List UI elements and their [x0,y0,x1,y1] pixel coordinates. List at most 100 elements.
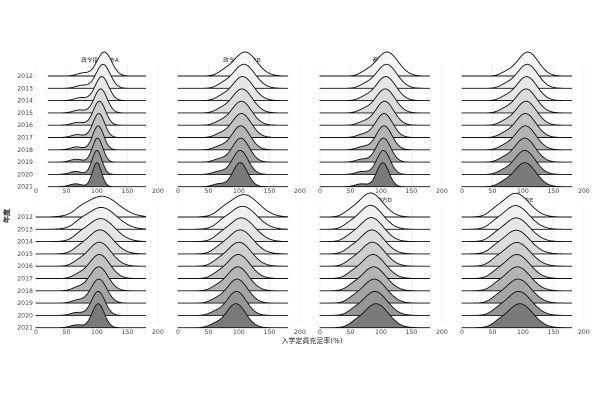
year-tick-label: 2014 [17,239,33,246]
x-tick-label: 150 [548,188,560,195]
ridge-2014 [47,76,147,102]
year-tick-label: 2013 [17,226,33,233]
ridge-2019 [177,137,289,163]
x-tick-label: 100 [517,188,529,195]
ridge-2016 [319,241,431,267]
facet-panel: 地方A050100150200 [460,51,590,195]
ridge-2021 [461,162,573,188]
ridge-2014 [177,217,289,243]
year-tick-label: 2020 [17,171,33,178]
facet-panel: 都市郊外050100150200 [318,51,448,195]
ridge-2019 [177,278,289,304]
ridge-2021 [35,303,147,329]
ridge-2020 [177,290,289,316]
x-tick-label: 200 [152,329,164,336]
year-tick-label: 2018 [17,147,33,154]
year-tick-label: 2019 [17,159,33,166]
x-tick-label: 100 [91,188,103,195]
ridge-2021 [319,162,431,188]
ridge-2013 [461,63,573,89]
ridge-2015 [177,229,289,255]
ridge-2017 [461,113,573,138]
ridge-2018 [177,125,289,151]
ridge-2012 [319,192,431,218]
year-tick-label: 2016 [17,122,33,129]
facet-panel: 地方E050100150200 [460,192,590,336]
x-axis-title: 入学定員充足率(%) [281,336,342,345]
ridge-2014 [35,218,147,243]
year-tick-label: 2013 [17,85,33,92]
ridge-2015 [319,88,431,114]
ridge-2014 [319,217,431,243]
x-tick-label: 150 [122,329,134,336]
ridge-2012 [461,51,573,77]
year-tick-label: 2015 [17,110,33,117]
x-tick-label: 50 [205,329,213,336]
ridge-2014 [319,76,431,102]
facet-panel: 政令指定都市B050100150200 [176,51,306,195]
ridge-2018 [47,125,147,151]
ridge-2018 [319,125,431,151]
ridge-2016 [35,241,147,267]
ridge-2020 [461,290,573,316]
year-tick-label: 2018 [17,288,33,295]
ridge-2021 [177,303,289,329]
x-tick-label: 50 [347,329,355,336]
x-tick-label: 100 [233,188,245,195]
ridge-2015 [35,229,147,255]
ridge-2021 [47,162,147,188]
x-tick-label: 0 [176,188,180,195]
ridge-2012 [47,51,147,77]
year-tick-label: 2012 [17,214,33,221]
year-tick-label: 2014 [17,98,33,105]
x-tick-label: 0 [34,188,38,195]
year-tick-label: 2021 [17,325,33,332]
ridge-2018 [177,266,289,292]
x-tick-label: 150 [264,329,276,336]
x-tick-label: 50 [347,188,355,195]
ridge-2014 [177,76,289,102]
ridge-2012 [461,192,573,218]
ridge-2013 [319,204,431,230]
x-tick-label: 50 [63,329,71,336]
x-tick-label: 50 [205,188,213,195]
x-tick-label: 150 [406,188,418,195]
x-tick-label: 200 [436,329,448,336]
ridge-2021 [177,162,289,188]
x-tick-label: 150 [406,329,418,336]
ridge-2017 [319,113,431,138]
year-tick-label: 2021 [17,184,33,191]
x-tick-label: 100 [375,188,387,195]
year-tick-label: 2017 [17,135,33,142]
ridge-2013 [319,63,431,89]
ridge-2020 [319,149,431,175]
x-tick-label: 50 [489,188,497,195]
x-tick-label: 200 [294,329,306,336]
ridge-2016 [47,100,147,126]
x-tick-label: 200 [578,188,590,195]
x-tick-label: 0 [460,188,464,195]
ridge-2019 [319,137,431,163]
x-tick-label: 50 [489,329,497,336]
year-tick-label: 2012 [17,73,33,80]
ridge-2020 [461,149,573,175]
x-tick-label: 200 [578,329,590,336]
ridge-2017 [47,113,147,138]
x-tick-label: 100 [517,329,529,336]
ridge-2016 [319,100,431,126]
ridge-2017 [177,254,289,279]
ridge-2015 [177,88,289,114]
ridge-2013 [177,63,289,89]
ridge-2014 [461,76,573,102]
ridge-2017 [177,113,289,138]
ridge-2016 [177,100,289,126]
ridge-2012 [35,195,147,218]
ridge-2020 [35,290,147,316]
ridge-2017 [35,254,147,279]
ridge-2013 [35,207,147,230]
ridge-2021 [461,303,573,329]
ridge-2012 [177,51,289,77]
ridge-2015 [47,88,147,114]
x-tick-label: 100 [375,329,387,336]
